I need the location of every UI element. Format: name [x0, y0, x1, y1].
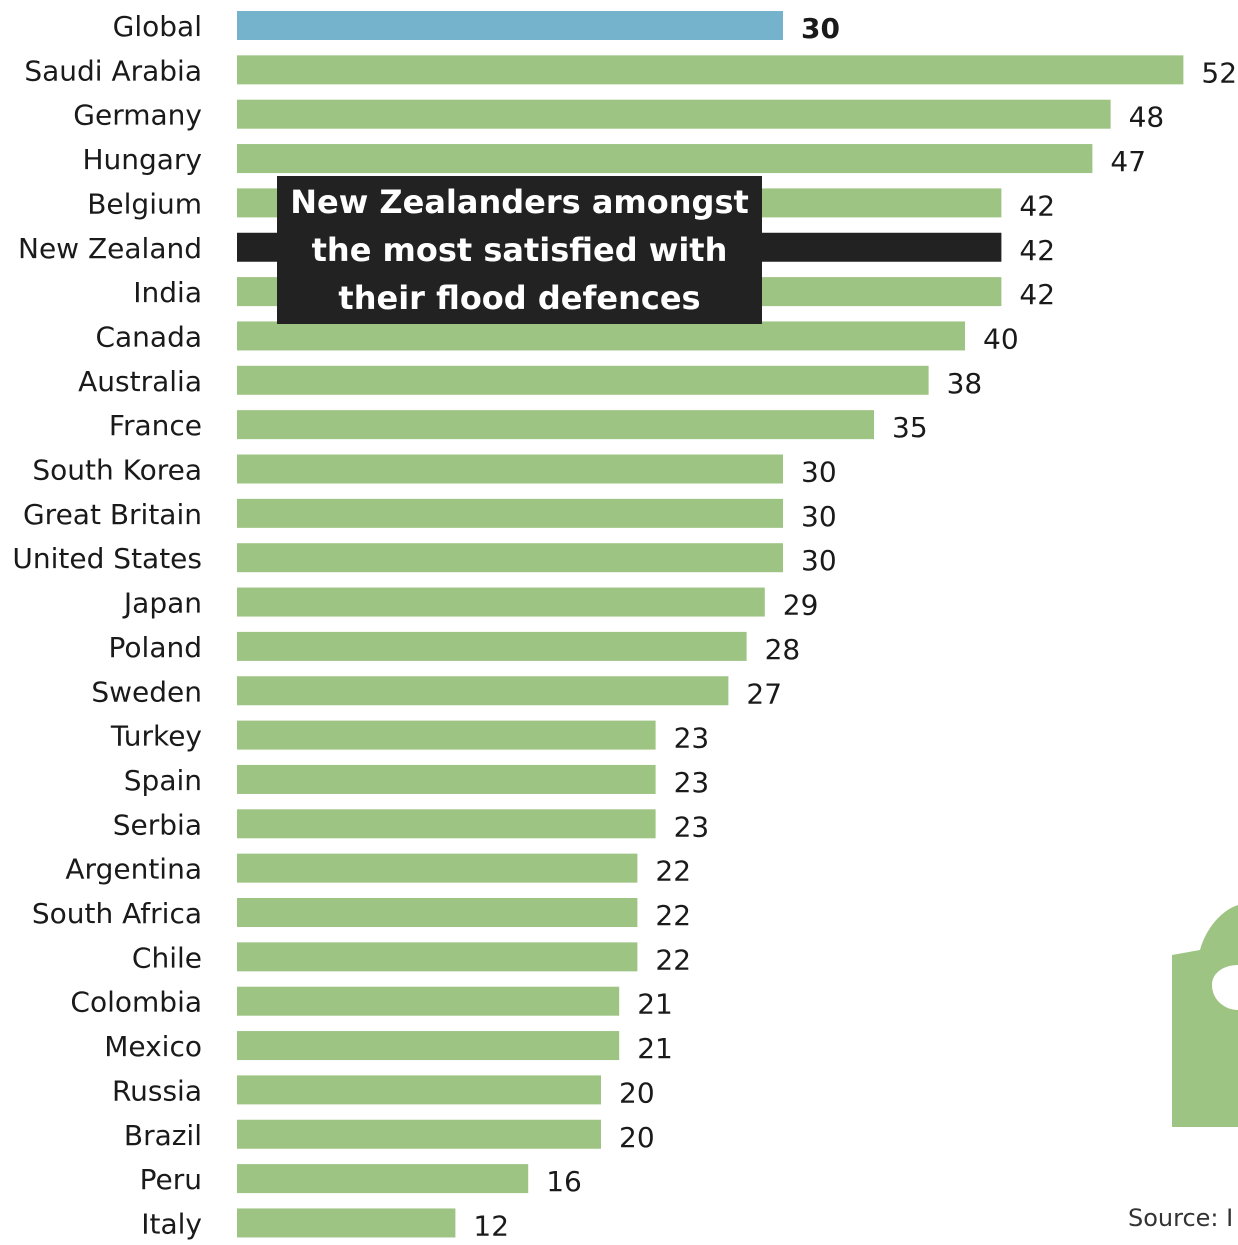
category-label-hungary: Hungary: [82, 143, 202, 176]
bar-poland: [237, 632, 747, 661]
bar-brazil: [237, 1120, 601, 1149]
value-label-japan: 29: [783, 589, 819, 622]
source-note: Source: I: [1128, 1204, 1233, 1232]
value-label-serbia: 23: [674, 810, 710, 843]
annotation-callout: New Zealanders amongst the most satisfie…: [277, 176, 762, 324]
category-label-france: France: [109, 409, 202, 442]
value-label-india: 42: [1019, 278, 1055, 311]
bar-colombia: [237, 987, 619, 1016]
category-label-mexico: Mexico: [104, 1030, 202, 1063]
category-label-great-britain: Great Britain: [23, 498, 202, 531]
bar-sweden: [237, 676, 728, 705]
value-label-turkey: 23: [674, 722, 710, 755]
category-label-russia: Russia: [112, 1074, 202, 1107]
value-label-argentina: 22: [655, 855, 691, 888]
category-label-australia: Australia: [78, 365, 202, 398]
bar-argentina: [237, 854, 637, 883]
category-label-south-korea: South Korea: [32, 454, 202, 487]
value-label-france: 35: [892, 411, 928, 444]
category-label-saudi-arabia: Saudi Arabia: [24, 54, 202, 87]
category-labels-group: Global Saudi Arabia Germany Hungary Belgium N…: [12, 10, 202, 1240]
value-label-great-britain: 30: [801, 500, 837, 533]
value-label-colombia: 21: [637, 988, 673, 1021]
value-label-russia: 20: [619, 1076, 655, 1109]
value-label-peru: 16: [546, 1165, 582, 1198]
category-label-india: India: [133, 276, 202, 309]
value-label-canada: 40: [983, 322, 1019, 355]
category-label-colombia: Colombia: [70, 986, 202, 1019]
bar-chile: [237, 942, 637, 971]
bar-united-states: [237, 543, 783, 572]
category-label-serbia: Serbia: [113, 808, 202, 841]
value-label-belgium: 42: [1019, 189, 1055, 222]
bar-germany: [237, 100, 1111, 129]
value-label-spain: 23: [674, 766, 710, 799]
value-label-mexico: 21: [637, 1032, 673, 1065]
category-label-canada: Canada: [95, 320, 202, 353]
category-label-united-states: United States: [12, 542, 202, 575]
category-label-japan: Japan: [122, 587, 202, 620]
annotation-text: New Zealanders amongst the most satisfie…: [287, 178, 752, 322]
value-label-brazil: 20: [619, 1121, 655, 1154]
category-label-chile: Chile: [132, 941, 202, 974]
value-label-united-states: 30: [801, 544, 837, 577]
bar-serbia: [237, 809, 656, 838]
bar-australia: [237, 366, 929, 395]
category-label-spain: Spain: [124, 764, 202, 797]
category-label-belgium: Belgium: [87, 187, 202, 220]
value-label-south-africa: 22: [655, 899, 691, 932]
category-label-argentina: Argentina: [65, 853, 202, 886]
bar-japan: [237, 588, 765, 617]
value-label-new-zealand: 42: [1019, 234, 1055, 267]
category-label-italy: Italy: [141, 1207, 202, 1240]
bar-south-korea: [237, 455, 783, 484]
bar-france: [237, 410, 874, 439]
value-label-south-korea: 30: [801, 456, 837, 489]
category-label-sweden: Sweden: [91, 675, 202, 708]
value-label-chile: 22: [655, 943, 691, 976]
category-label-peru: Peru: [140, 1163, 202, 1196]
category-label-poland: Poland: [109, 631, 202, 664]
category-label-new-zealand: New Zealand: [18, 232, 202, 265]
value-label-poland: 28: [765, 633, 801, 666]
bar-great-britain: [237, 499, 783, 528]
value-label-italy: 12: [473, 1209, 509, 1240]
bar-russia: [237, 1075, 601, 1104]
category-label-brazil: Brazil: [124, 1119, 202, 1152]
bar-canada: [237, 321, 965, 350]
value-label-sweden: 27: [746, 677, 782, 710]
bar-global: [237, 11, 783, 40]
value-label-australia: 38: [947, 367, 983, 400]
category-label-turkey: Turkey: [110, 720, 202, 753]
bar-spain: [237, 765, 656, 794]
bar-turkey: [237, 721, 656, 750]
bar-south-africa: [237, 898, 637, 927]
value-label-hungary: 47: [1110, 145, 1146, 178]
category-label-south-africa: South Africa: [32, 897, 202, 930]
bar-mexico: [237, 1031, 619, 1060]
category-label-germany: Germany: [73, 99, 202, 132]
bar-peru: [237, 1164, 528, 1193]
category-label-global: Global: [113, 10, 202, 43]
green-tap-icon: [1172, 905, 1238, 1127]
bar-saudi-arabia: [237, 55, 1183, 84]
value-label-germany: 48: [1129, 101, 1165, 134]
bar-italy: [237, 1208, 455, 1237]
bar-hungary: [237, 144, 1092, 173]
value-label-global: 30: [801, 12, 840, 45]
value-label-saudi-arabia: 52: [1201, 56, 1237, 89]
